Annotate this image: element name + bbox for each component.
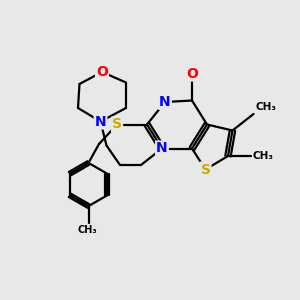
Text: N: N bbox=[159, 95, 171, 109]
Text: S: S bbox=[112, 118, 122, 131]
Text: CH₃: CH₃ bbox=[77, 225, 97, 235]
Text: O: O bbox=[186, 67, 198, 80]
Text: CH₃: CH₃ bbox=[256, 102, 277, 112]
Text: S: S bbox=[200, 163, 211, 176]
Text: N: N bbox=[95, 115, 106, 128]
Text: N: N bbox=[156, 142, 168, 155]
Text: CH₃: CH₃ bbox=[253, 151, 274, 161]
Text: O: O bbox=[96, 65, 108, 79]
